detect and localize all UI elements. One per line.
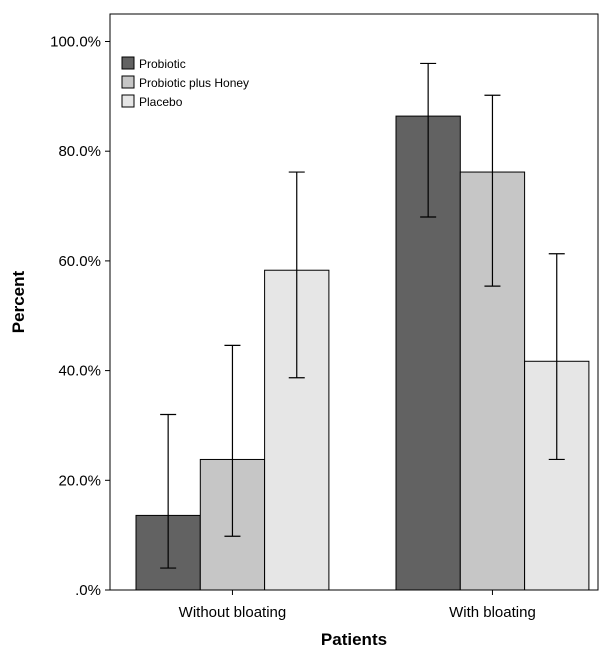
y-tick-label: 40.0%	[58, 363, 101, 380]
legend-label: Probiotic	[139, 57, 186, 71]
legend-swatch	[121, 94, 135, 108]
y-tick-label: 100.0%	[50, 34, 101, 51]
x-tick-label: With bloating	[449, 604, 536, 621]
x-axis-title: Patients	[321, 630, 387, 649]
error-bar	[420, 62, 437, 218]
y-axis-title: Percent	[9, 270, 28, 333]
y-tick-label: 80.0%	[58, 143, 101, 160]
y-axis: .0% 20.0% 40.0% 60.0% 80.0% 100.0%	[50, 34, 110, 599]
legend: Probiotic Probiotic plus Honey Placebo	[121, 56, 249, 109]
error-bars-layer	[160, 62, 565, 569]
y-tick-label: .0%	[75, 582, 101, 599]
legend-label: Placebo	[139, 95, 183, 109]
legend-swatch	[121, 75, 135, 89]
y-tick-label: 20.0%	[58, 472, 101, 489]
error-bar	[288, 171, 305, 379]
error-bar	[224, 344, 241, 537]
legend-swatch	[121, 56, 135, 70]
error-bar	[548, 253, 565, 461]
legend-label: Probiotic plus Honey	[139, 76, 249, 90]
error-bar	[484, 94, 501, 287]
error-bar	[160, 413, 177, 569]
x-tick-label: Without bloating	[179, 604, 287, 621]
y-tick-label: 60.0%	[58, 253, 101, 270]
x-axis: Without bloating With bloating	[179, 590, 536, 621]
